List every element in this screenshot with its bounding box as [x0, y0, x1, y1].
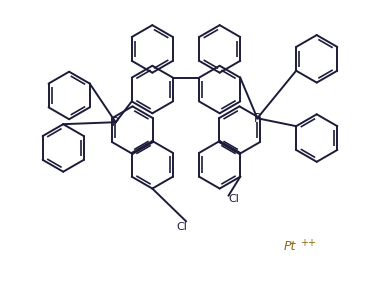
Text: ++: ++ [300, 238, 316, 248]
Text: P: P [112, 116, 119, 129]
Text: Pt: Pt [284, 241, 296, 253]
Text: Cl: Cl [177, 222, 187, 232]
Text: Cl: Cl [228, 195, 239, 204]
Text: P: P [254, 112, 261, 125]
